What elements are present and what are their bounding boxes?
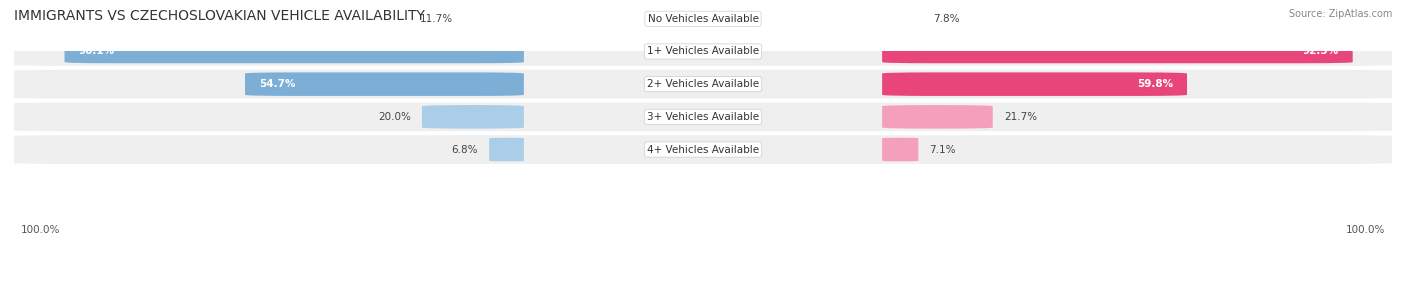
- Text: 6.8%: 6.8%: [451, 144, 478, 154]
- Text: 54.7%: 54.7%: [259, 79, 295, 89]
- FancyBboxPatch shape: [7, 3, 1399, 34]
- FancyBboxPatch shape: [489, 138, 524, 161]
- FancyBboxPatch shape: [882, 40, 1353, 63]
- Text: 100.0%: 100.0%: [1346, 225, 1385, 235]
- Text: 59.8%: 59.8%: [1137, 79, 1173, 89]
- FancyBboxPatch shape: [422, 105, 524, 129]
- FancyBboxPatch shape: [882, 72, 1187, 96]
- Text: 20.0%: 20.0%: [378, 112, 411, 122]
- Text: 21.7%: 21.7%: [1004, 112, 1036, 122]
- FancyBboxPatch shape: [882, 7, 922, 31]
- Text: 7.8%: 7.8%: [934, 14, 959, 24]
- Text: 7.1%: 7.1%: [929, 144, 956, 154]
- Text: No Vehicles Available: No Vehicles Available: [648, 14, 758, 24]
- FancyBboxPatch shape: [245, 72, 524, 96]
- FancyBboxPatch shape: [882, 105, 993, 129]
- Text: 4+ Vehicles Available: 4+ Vehicles Available: [647, 144, 759, 154]
- Text: 90.1%: 90.1%: [79, 47, 114, 56]
- FancyBboxPatch shape: [882, 138, 918, 161]
- FancyBboxPatch shape: [65, 40, 524, 63]
- Text: 11.7%: 11.7%: [420, 14, 453, 24]
- Text: 1+ Vehicles Available: 1+ Vehicles Available: [647, 47, 759, 56]
- Text: 3+ Vehicles Available: 3+ Vehicles Available: [647, 112, 759, 122]
- FancyBboxPatch shape: [7, 134, 1399, 165]
- Text: 100.0%: 100.0%: [21, 225, 60, 235]
- Text: IMMIGRANTS VS CZECHOSLOVAKIAN VEHICLE AVAILABILITY: IMMIGRANTS VS CZECHOSLOVAKIAN VEHICLE AV…: [14, 9, 425, 23]
- FancyBboxPatch shape: [7, 36, 1399, 67]
- FancyBboxPatch shape: [7, 69, 1399, 100]
- Text: Source: ZipAtlas.com: Source: ZipAtlas.com: [1288, 9, 1392, 19]
- FancyBboxPatch shape: [7, 102, 1399, 132]
- FancyBboxPatch shape: [464, 7, 524, 31]
- Text: 2+ Vehicles Available: 2+ Vehicles Available: [647, 79, 759, 89]
- Text: 92.3%: 92.3%: [1303, 47, 1339, 56]
